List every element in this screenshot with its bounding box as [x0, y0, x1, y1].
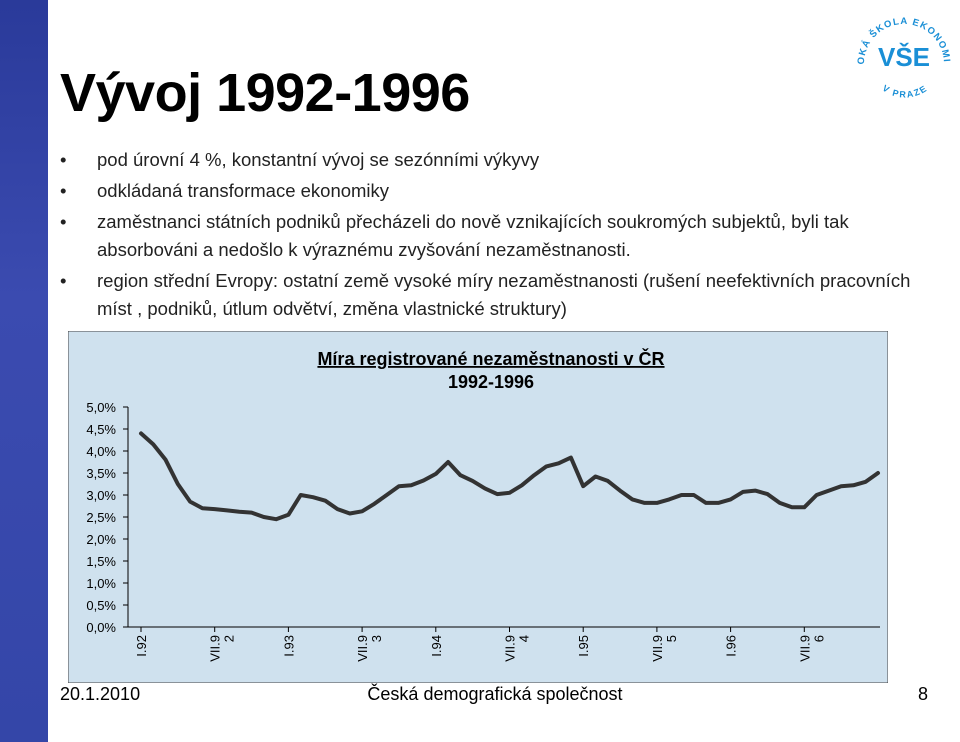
- unemployment-chart: Míra registrované nezaměstnanosti v ČR 1…: [68, 331, 888, 683]
- x-tick-label: I.92: [134, 635, 149, 657]
- bullet-item: zaměstnanci státních podniků přecházeli …: [60, 208, 930, 264]
- y-tick-label: 1,0%: [86, 576, 116, 591]
- x-tick-label-group: I.96: [724, 635, 739, 657]
- x-tick-label: 3: [369, 635, 384, 642]
- x-tick-label: VII.9: [208, 635, 223, 662]
- footer-organization: Česká demografická společnost: [367, 684, 623, 704]
- y-axis-labels: 0,0% 0,5% 1,0% 1,5% 2,0% 2,5% 3,0% 3,5% 4,0% 4,5%…: [86, 400, 116, 635]
- y-tick-label: 4,5%: [86, 422, 116, 437]
- x-tick-label: VII.9: [355, 635, 370, 662]
- series-line: [139, 431, 880, 522]
- bullet-list: pod úrovní 4 %, konstantní vývoj se sezó…: [60, 146, 930, 326]
- bullet-item: region střední Evropy: ostatní země vyso…: [60, 267, 930, 323]
- y-tick-label: 4,0%: [86, 444, 116, 459]
- x-tick-label: I.95: [576, 635, 591, 657]
- x-tick-label-group: I.92: [134, 635, 149, 657]
- x-tick-label-group: VII.9 4: [503, 635, 532, 662]
- footer-date: 20.1.2010: [60, 684, 141, 704]
- y-tick-label: 2,0%: [86, 532, 116, 547]
- bullet-item: pod úrovní 4 %, konstantní vývoj se sezó…: [60, 146, 930, 174]
- footer: 20.1.2010 Česká demografická společnost …: [0, 684, 960, 708]
- x-tick-label: I.94: [429, 635, 444, 657]
- x-axis-labels: I.92 VII.9 2 I.93 VII.9 3 I.94 VII.9 4 I.95 VII.9 5…: [134, 635, 826, 662]
- y-tick-label: 1,5%: [86, 554, 116, 569]
- x-tick-label: VII.9: [503, 635, 518, 662]
- x-tick-label-group: I.95: [576, 635, 591, 657]
- logo-bottom-text: V PRAZE: [881, 83, 930, 100]
- x-tick-label: 2: [222, 635, 237, 642]
- slide-title: Vývoj 1992-1996: [60, 63, 470, 123]
- page-number: 8: [918, 684, 929, 704]
- x-tick-label: 4: [517, 635, 532, 642]
- y-tick-label: 0,0%: [86, 620, 116, 635]
- series-layer: [139, 431, 880, 522]
- x-tick-label-group: I.93: [281, 635, 296, 657]
- x-tick-label: VII.9: [797, 635, 812, 662]
- chart-axes: [123, 406, 880, 632]
- x-tick-label: I.93: [281, 635, 296, 657]
- x-tick-label-group: I.94: [429, 635, 444, 657]
- x-tick-label-group: VII.9 5: [650, 635, 679, 662]
- x-tick-label-group: VII.9 3: [355, 635, 384, 662]
- x-tick-label: VII.9: [650, 635, 665, 662]
- x-tick-label-group: VII.9 6: [797, 635, 826, 662]
- bullet-item: odkládaná transformace ekonomiky: [60, 177, 930, 205]
- y-tick-label: 2,5%: [86, 510, 116, 525]
- y-tick-label: 3,0%: [86, 488, 116, 503]
- x-tick-label: 5: [664, 635, 679, 642]
- logo-mark: VŠE: [878, 42, 930, 72]
- y-tick-label: 5,0%: [86, 400, 116, 415]
- y-tick-label: 3,5%: [86, 466, 116, 481]
- chart-title: Míra registrované nezaměstnanosti v ČR: [317, 348, 664, 369]
- x-tick-label: 6: [811, 635, 826, 642]
- vse-logo: VYSOKÁ ŠKOLA EKONOMICKÁ V PRAZE VŠE: [850, 2, 951, 100]
- chart-subtitle: 1992-1996: [448, 372, 534, 392]
- left-accent-bar: [0, 0, 48, 742]
- y-tick-label: 0,5%: [86, 598, 116, 613]
- x-tick-label: I.96: [724, 635, 739, 657]
- x-tick-label-group: VII.9 2: [208, 635, 237, 662]
